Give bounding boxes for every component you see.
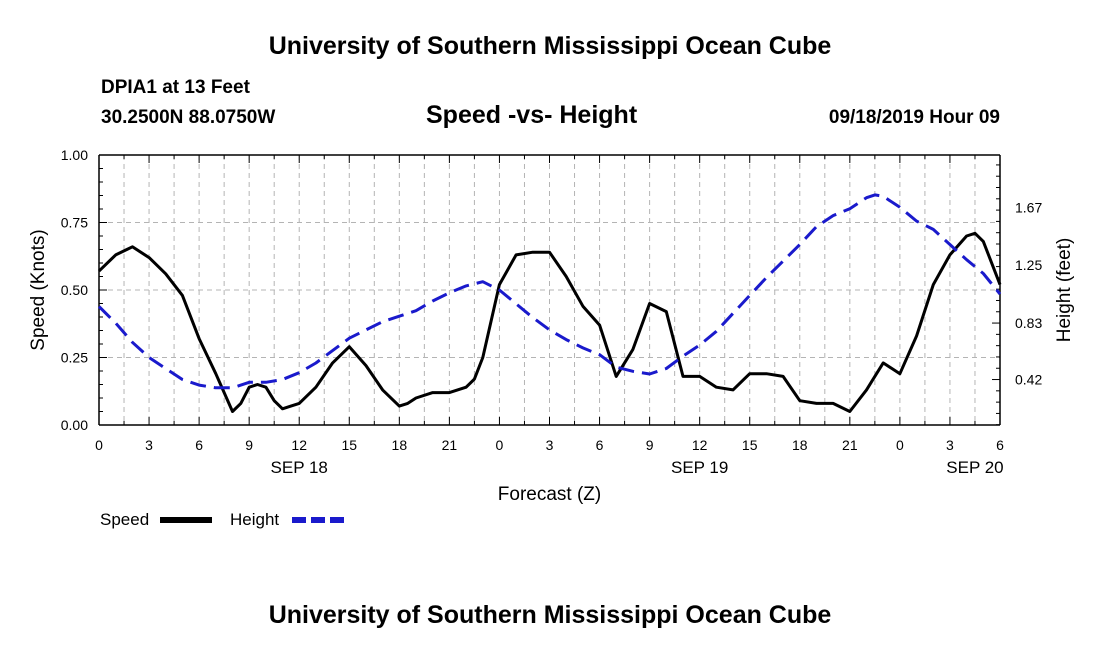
x-tick-label: 0 — [896, 437, 904, 453]
y-left-tick-label: 0.75 — [61, 215, 88, 231]
station-label: DPIA1 at 13 Feet — [101, 77, 250, 98]
x-tick-label: 15 — [341, 437, 357, 453]
x-tick-label: 18 — [392, 437, 408, 453]
y-left-axis-title: Speed (Knots) — [28, 229, 49, 350]
x-tick-label: 3 — [546, 437, 554, 453]
x-tick-label: 9 — [245, 437, 253, 453]
x-tick-label: 9 — [646, 437, 654, 453]
y-right-tick-label: 1.25 — [1015, 257, 1042, 273]
footer-title: University of Southern Mississippi Ocean… — [268, 601, 832, 629]
legend-height-label: Height — [230, 510, 279, 529]
y-left-tick-label: 0.50 — [61, 282, 88, 298]
x-tick-label: 21 — [442, 437, 458, 453]
x-tick-label: 18 — [792, 437, 808, 453]
y-left-tick-label: 0.25 — [61, 350, 88, 366]
x-tick-label: 3 — [946, 437, 954, 453]
y-left-tick-label: 0.00 — [61, 417, 88, 433]
y-left-tick-label: 1.00 — [61, 147, 88, 163]
legend-speed-label: Speed — [100, 510, 149, 529]
day-label: SEP 18 — [271, 458, 328, 477]
x-tick-label: 12 — [692, 437, 708, 453]
x-tick-label: 6 — [195, 437, 203, 453]
x-axis-title: Forecast (Z) — [498, 484, 601, 505]
x-tick-label: 6 — [996, 437, 1004, 453]
x-tick-label: 21 — [842, 437, 858, 453]
speed-series-line — [97, 231, 1002, 413]
x-tick-label: 15 — [742, 437, 758, 453]
forecast-datetime: 09/18/2019 Hour 09 — [828, 107, 1000, 128]
y-right-tick-label: 0.83 — [1015, 315, 1042, 331]
y-right-tick-label: 1.67 — [1015, 199, 1042, 215]
x-tick-label: 12 — [291, 437, 307, 453]
x-tick-label: 6 — [596, 437, 604, 453]
station-coordinates: 30.2500N 88.0750W — [101, 107, 276, 128]
day-label: SEP 19 — [671, 458, 728, 477]
x-tick-label: 3 — [145, 437, 153, 453]
x-tick-label: 0 — [496, 437, 504, 453]
y-right-axis-title: Height (feet) — [1054, 238, 1075, 343]
y-right-tick-label: 0.42 — [1015, 372, 1042, 388]
height-series-line — [97, 193, 1002, 390]
day-label: SEP 20 — [946, 458, 1003, 477]
page-title: University of Southern Mississippi Ocean… — [268, 32, 832, 60]
x-tick-label: 0 — [95, 437, 103, 453]
plot-title: Speed -vs- Height — [426, 101, 638, 129]
